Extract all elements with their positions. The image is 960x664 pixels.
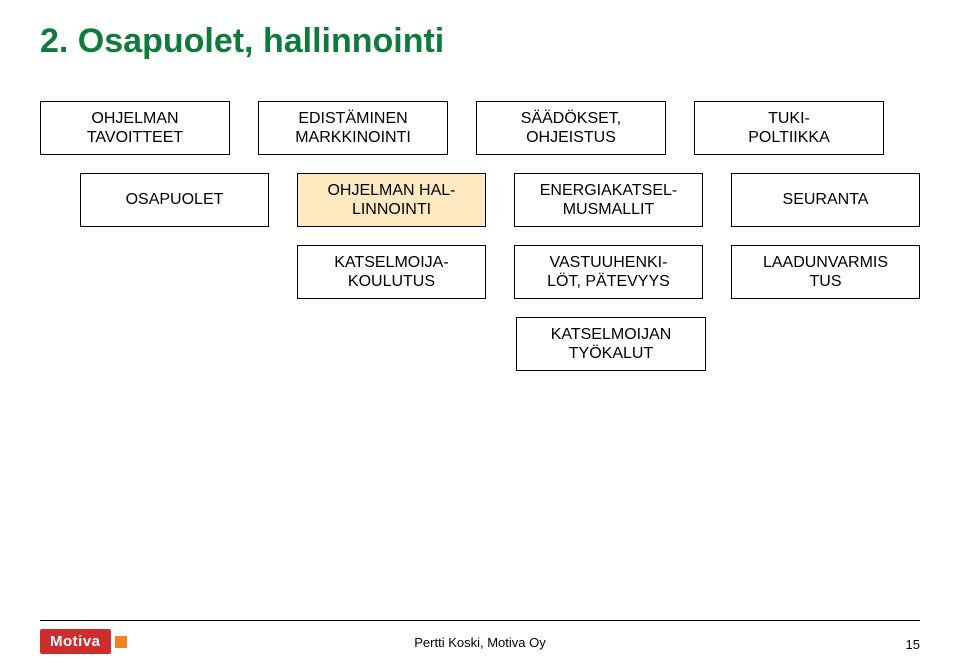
box-text: EDISTÄMINEN: [298, 110, 407, 127]
footer-center-text: Pertti Koski, Motiva Oy: [0, 635, 960, 650]
box-text: ENERGIAKATSEL-: [540, 182, 678, 199]
logo: Motiva: [40, 629, 127, 654]
box-text: LINNOINTI: [352, 201, 431, 218]
box-katselmoijakoulutus: KATSELMOIJA- KOULUTUS: [297, 245, 486, 299]
box-text: SEURANTA: [783, 191, 869, 208]
logo-text: Motiva: [40, 629, 111, 654]
row-3: KATSELMOIJA- KOULUTUS VASTUUHENKI- LÖT, …: [80, 245, 920, 299]
box-text: TUKI-: [768, 110, 810, 127]
box-tukipolitiikka: TUKI- POLTIIKKA: [694, 101, 884, 155]
box-energiakatselmusmallit: ENERGIAKATSEL- MUSMALLIT: [514, 173, 703, 227]
page-number: 15: [906, 637, 920, 652]
row-1: OHJELMAN TAVOITTEET EDISTÄMINEN MARKKINO…: [40, 101, 920, 155]
box-ohjelman-hallinnointi: OHJELMAN HAL- LINNOINTI: [297, 173, 486, 227]
row-2: OSAPUOLET OHJELMAN HAL- LINNOINTI ENERGI…: [80, 173, 920, 227]
box-katselmoijan-tyokalut: KATSELMOIJAN TYÖKALUT: [516, 317, 706, 371]
footer-rule: [40, 620, 920, 621]
box-text: VASTUUHENKI-: [550, 254, 668, 271]
box-text: OSAPUOLET: [126, 191, 224, 208]
box-text: TUS: [809, 273, 841, 290]
box-text: OHJEISTUS: [526, 129, 616, 146]
box-text: KATSELMOIJA-: [334, 254, 448, 271]
box-laadunvarmistus: LAADUNVARMIS TUS: [731, 245, 920, 299]
box-text: TAVOITTEET: [87, 129, 183, 146]
box-ohjelman-tavoitteet: OHJELMAN TAVOITTEET: [40, 101, 230, 155]
box-text: LAADUNVARMIS: [763, 254, 888, 271]
page-title: 2. Osapuolet, hallinnointi: [40, 22, 920, 61]
footer: Motiva Pertti Koski, Motiva Oy 15: [0, 620, 960, 664]
slide: 2. Osapuolet, hallinnointi OHJELMAN TAVO…: [0, 0, 960, 664]
box-text: POLTIIKKA: [748, 129, 830, 146]
box-text: TYÖKALUT: [569, 345, 653, 362]
box-text: OHJELMAN: [91, 110, 178, 127]
row-4: KATSELMOIJAN TYÖKALUT: [40, 317, 920, 371]
box-seuranta: SEURANTA: [731, 173, 920, 227]
box-saadokset: SÄÄDÖKSET, OHJEISTUS: [476, 101, 666, 155]
box-text: MARKKINOINTI: [295, 129, 411, 146]
diagram-grid: OHJELMAN TAVOITTEET EDISTÄMINEN MARKKINO…: [40, 101, 920, 371]
box-edistaminen: EDISTÄMINEN MARKKINOINTI: [258, 101, 448, 155]
box-text: KOULUTUS: [348, 273, 435, 290]
box-text: SÄÄDÖKSET,: [521, 110, 621, 127]
box-osapuolet: OSAPUOLET: [80, 173, 269, 227]
box-vastuuhenkilot: VASTUUHENKI- LÖT, PÄTEVYYS: [514, 245, 703, 299]
logo-square-icon: [115, 636, 127, 648]
box-text: MUSMALLIT: [563, 201, 655, 218]
box-text: OHJELMAN HAL-: [327, 182, 455, 199]
box-text: LÖT, PÄTEVYYS: [547, 273, 670, 290]
box-text: KATSELMOIJAN: [551, 326, 672, 343]
